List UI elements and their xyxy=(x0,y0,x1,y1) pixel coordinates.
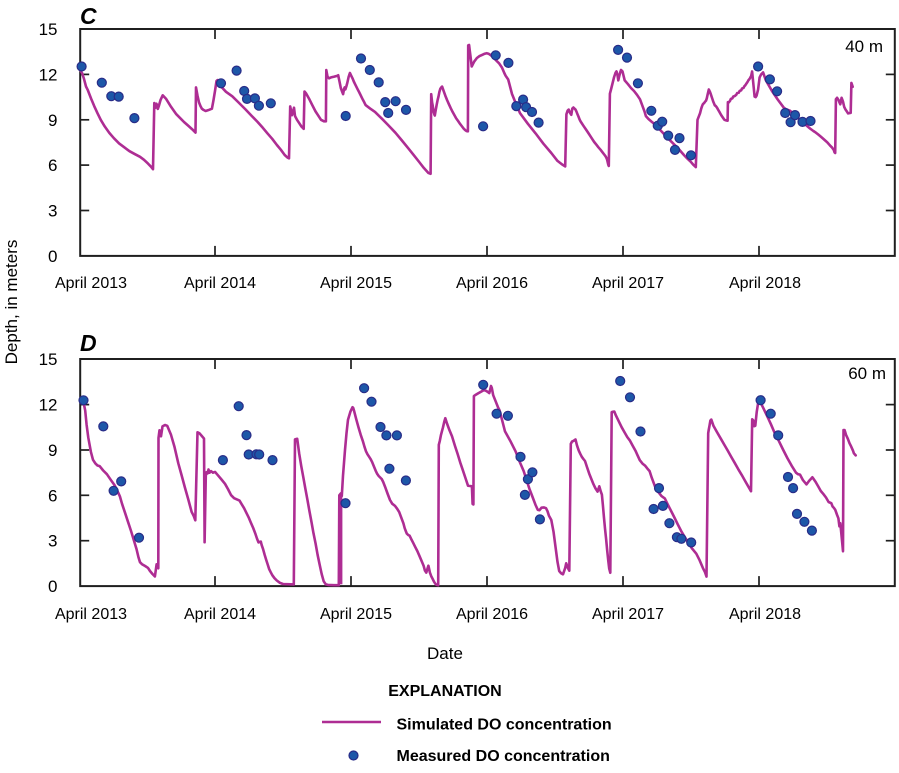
svg-text:April 2016: April 2016 xyxy=(456,606,528,623)
svg-text:EXPLANATION: EXPLANATION xyxy=(388,683,501,700)
svg-text:0: 0 xyxy=(48,247,57,266)
svg-text:6: 6 xyxy=(48,486,57,505)
svg-text:Depth, in meters: Depth, in meters xyxy=(2,240,21,365)
svg-text:Date: Date xyxy=(427,644,463,663)
svg-text:April 2015: April 2015 xyxy=(320,275,392,292)
svg-text:15: 15 xyxy=(39,20,58,39)
svg-text:3: 3 xyxy=(48,532,57,551)
svg-text:April 2017: April 2017 xyxy=(592,275,664,292)
svg-text:0: 0 xyxy=(48,577,57,596)
svg-text:60 m: 60 m xyxy=(848,364,886,383)
svg-text:April 2014: April 2014 xyxy=(184,606,256,623)
svg-text:April 2016: April 2016 xyxy=(456,275,528,292)
svg-text:3: 3 xyxy=(48,202,57,221)
svg-text:April 2013: April 2013 xyxy=(55,275,127,292)
svg-text:12: 12 xyxy=(39,65,58,84)
svg-text:40 m: 40 m xyxy=(845,37,883,56)
svg-text:April 2013: April 2013 xyxy=(55,606,127,623)
svg-text:C: C xyxy=(80,3,97,29)
svg-text:D: D xyxy=(80,330,97,356)
svg-text:April 2014: April 2014 xyxy=(184,275,256,292)
svg-text:15: 15 xyxy=(39,350,58,369)
svg-text:Simulated DO concentration: Simulated DO concentration xyxy=(397,717,612,734)
svg-text:April 2017: April 2017 xyxy=(592,606,664,623)
svg-text:April 2018: April 2018 xyxy=(729,606,801,623)
svg-text:12: 12 xyxy=(39,396,58,415)
svg-text:9: 9 xyxy=(48,441,57,460)
svg-text:9: 9 xyxy=(48,111,57,130)
svg-text:April 2018: April 2018 xyxy=(729,275,801,292)
svg-text:April 2015: April 2015 xyxy=(320,606,392,623)
svg-text:Measured DO concentration: Measured DO concentration xyxy=(397,748,610,765)
svg-text:6: 6 xyxy=(48,156,57,175)
